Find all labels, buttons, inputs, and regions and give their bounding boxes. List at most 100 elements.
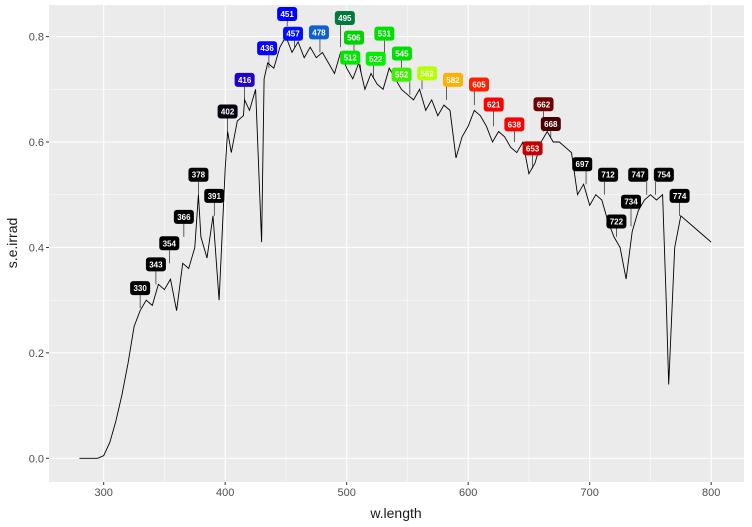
peak-722-text: 722 bbox=[610, 218, 624, 227]
peak-722-box bbox=[606, 214, 627, 229]
peak-330-box bbox=[130, 281, 151, 296]
peak-552-text: 552 bbox=[395, 71, 409, 80]
peak-366-box bbox=[173, 209, 194, 224]
x-tick-label: 700 bbox=[581, 487, 599, 499]
peak-label-605: 605 bbox=[469, 77, 490, 92]
peak-label-354: 354 bbox=[159, 236, 180, 251]
peak-label-531: 531 bbox=[374, 26, 395, 41]
peak-754-text: 754 bbox=[657, 171, 671, 180]
peak-545-text: 545 bbox=[395, 49, 409, 58]
peak-391-box bbox=[204, 188, 225, 203]
y-tick-label: 0.2 bbox=[29, 348, 44, 360]
peak-label-662: 662 bbox=[533, 97, 554, 112]
peak-label-754: 754 bbox=[653, 167, 674, 182]
peak-582-box bbox=[442, 72, 463, 87]
peak-754-box bbox=[653, 167, 674, 182]
peak-402-box bbox=[217, 104, 238, 119]
peak-label-747: 747 bbox=[628, 167, 649, 182]
peak-697-box bbox=[572, 157, 593, 172]
peak-label-734: 734 bbox=[621, 194, 642, 209]
peak-653-text: 653 bbox=[526, 144, 540, 153]
x-axis-title: w.length bbox=[369, 505, 421, 521]
peak-457-text: 457 bbox=[286, 30, 300, 39]
peak-621-box bbox=[483, 97, 504, 112]
x-tick-label: 300 bbox=[94, 487, 112, 499]
peak-545-box bbox=[391, 46, 412, 61]
peak-label-562: 562 bbox=[417, 66, 438, 81]
peak-label-668: 668 bbox=[540, 116, 561, 131]
peak-label-506: 506 bbox=[343, 30, 364, 45]
peak-621-text: 621 bbox=[487, 100, 501, 109]
peak-label-512: 512 bbox=[340, 50, 361, 65]
peak-522-box bbox=[365, 51, 386, 66]
peak-416-text: 416 bbox=[238, 76, 252, 85]
peak-366-text: 366 bbox=[177, 213, 191, 222]
peak-label-457: 457 bbox=[283, 26, 304, 41]
peak-506-box bbox=[343, 30, 364, 45]
peak-506-text: 506 bbox=[347, 34, 361, 43]
peak-label-330: 330 bbox=[130, 281, 151, 296]
peak-531-text: 531 bbox=[378, 30, 392, 39]
peak-552-box bbox=[391, 67, 412, 82]
peak-451-box bbox=[277, 7, 298, 21]
peak-478-box bbox=[308, 25, 329, 40]
peak-668-text: 668 bbox=[544, 120, 558, 129]
y-tick-label: 0.0 bbox=[29, 453, 44, 465]
peak-label-552: 552 bbox=[391, 67, 412, 82]
peak-416-box bbox=[234, 72, 255, 87]
peak-label-391: 391 bbox=[204, 188, 225, 203]
peak-label-416: 416 bbox=[234, 72, 255, 87]
peak-402-text: 402 bbox=[221, 107, 235, 116]
peak-522-text: 522 bbox=[369, 55, 383, 64]
peak-label-478: 478 bbox=[308, 25, 329, 40]
minor-gridlines bbox=[49, 5, 744, 482]
peak-label-436: 436 bbox=[257, 41, 278, 56]
peak-436-box bbox=[257, 41, 278, 56]
peak-712-text: 712 bbox=[601, 171, 615, 180]
peak-label-774: 774 bbox=[669, 188, 690, 203]
peak-451-text: 451 bbox=[280, 10, 294, 19]
peak-label-722: 722 bbox=[606, 214, 627, 229]
peak-562-box bbox=[417, 66, 438, 81]
peak-774-text: 774 bbox=[673, 192, 687, 201]
peak-747-text: 747 bbox=[632, 171, 646, 180]
peak-378-text: 378 bbox=[192, 171, 206, 180]
peak-734-text: 734 bbox=[624, 198, 638, 207]
x-tick-label: 400 bbox=[216, 487, 234, 499]
y-tick-label: 0.8 bbox=[29, 32, 44, 44]
x-axis-ticks: 300 400 500 600 700 800 bbox=[94, 482, 720, 499]
peak-label-522: 522 bbox=[365, 51, 386, 66]
peak-605-text: 605 bbox=[472, 81, 486, 90]
peak-label-451: 451 bbox=[277, 7, 298, 21]
peak-label-402: 402 bbox=[217, 104, 238, 119]
peak-747-box bbox=[628, 167, 649, 182]
peak-697-text: 697 bbox=[576, 160, 590, 169]
peak-343-box bbox=[145, 257, 166, 272]
peak-label-638: 638 bbox=[504, 117, 525, 132]
peak-582-text: 582 bbox=[446, 76, 460, 85]
peak-label-697: 697 bbox=[572, 157, 593, 172]
peak-531-box bbox=[374, 26, 395, 41]
peak-label-366: 366 bbox=[173, 209, 194, 224]
peak-label-582: 582 bbox=[442, 72, 463, 87]
y-tick-label: 0.4 bbox=[29, 242, 44, 254]
peak-label-495: 495 bbox=[334, 10, 355, 25]
y-tick-label: 0.6 bbox=[29, 137, 44, 149]
peak-457-box bbox=[283, 26, 304, 41]
peak-638-box bbox=[504, 117, 525, 132]
peak-774-box bbox=[669, 188, 690, 203]
peak-label-545: 545 bbox=[391, 46, 412, 61]
peak-495-box bbox=[334, 10, 355, 25]
peak-712-box bbox=[598, 167, 619, 182]
peak-512-box bbox=[340, 50, 361, 65]
peak-662-box bbox=[533, 97, 554, 112]
peak-668-box bbox=[540, 116, 561, 131]
peak-653-box bbox=[522, 141, 543, 156]
x-tick-label: 600 bbox=[459, 487, 477, 499]
peak-label-621: 621 bbox=[483, 97, 504, 112]
peak-662-text: 662 bbox=[537, 100, 551, 109]
peak-343-text: 343 bbox=[149, 260, 163, 269]
peak-label-712: 712 bbox=[598, 167, 619, 182]
peak-354-box bbox=[159, 236, 180, 251]
